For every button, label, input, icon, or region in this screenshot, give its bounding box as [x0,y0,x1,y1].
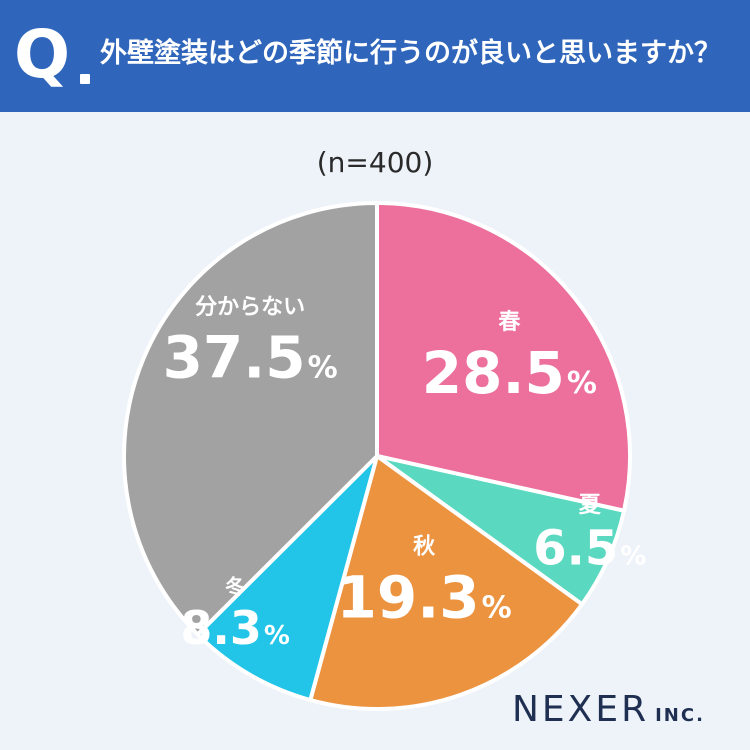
pie-slice-4 [195,454,379,703]
slice-label-2: 夏 [579,493,602,518]
percent-sign: % [620,542,646,572]
percent-sign: % [308,351,338,386]
q-mark: Q [14,16,71,93]
pie-slice-1 [375,201,632,513]
sample-size-label: (n=400) [316,146,434,179]
slice-label-3: 秋 [413,535,436,560]
logo-name: NEXER [512,689,650,730]
nexer-logo: NEXER INC. [512,690,705,736]
percent-sign: % [482,591,512,626]
question-header: Q 外壁塗装はどの季節に行うのが良いと思いますか？ [0,0,750,112]
percent-sign: % [264,621,290,651]
pie-slice-5 [122,201,379,637]
slice-label-5: 分からない [195,295,305,320]
percent-sign: % [567,366,597,401]
logo-suffix: INC. [655,705,705,726]
slice-label-4: 冬 [225,575,245,599]
slice-value-2: 6.5% [533,521,646,577]
question-text: 外壁塗装はどの季節に行うのが良いと思いますか？ [100,38,721,69]
slice-label-1: 春 [498,310,520,335]
pie-slice-3 [308,454,585,711]
q-dot [80,74,90,84]
